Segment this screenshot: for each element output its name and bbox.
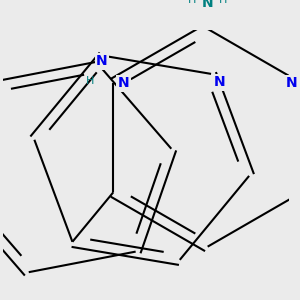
- Text: H: H: [188, 0, 196, 5]
- Text: N: N: [214, 76, 226, 89]
- Text: H: H: [86, 76, 94, 86]
- Text: N: N: [118, 76, 129, 90]
- Text: N: N: [286, 76, 298, 90]
- Text: N: N: [202, 0, 214, 10]
- Text: N: N: [96, 54, 108, 68]
- Text: H: H: [219, 0, 228, 5]
